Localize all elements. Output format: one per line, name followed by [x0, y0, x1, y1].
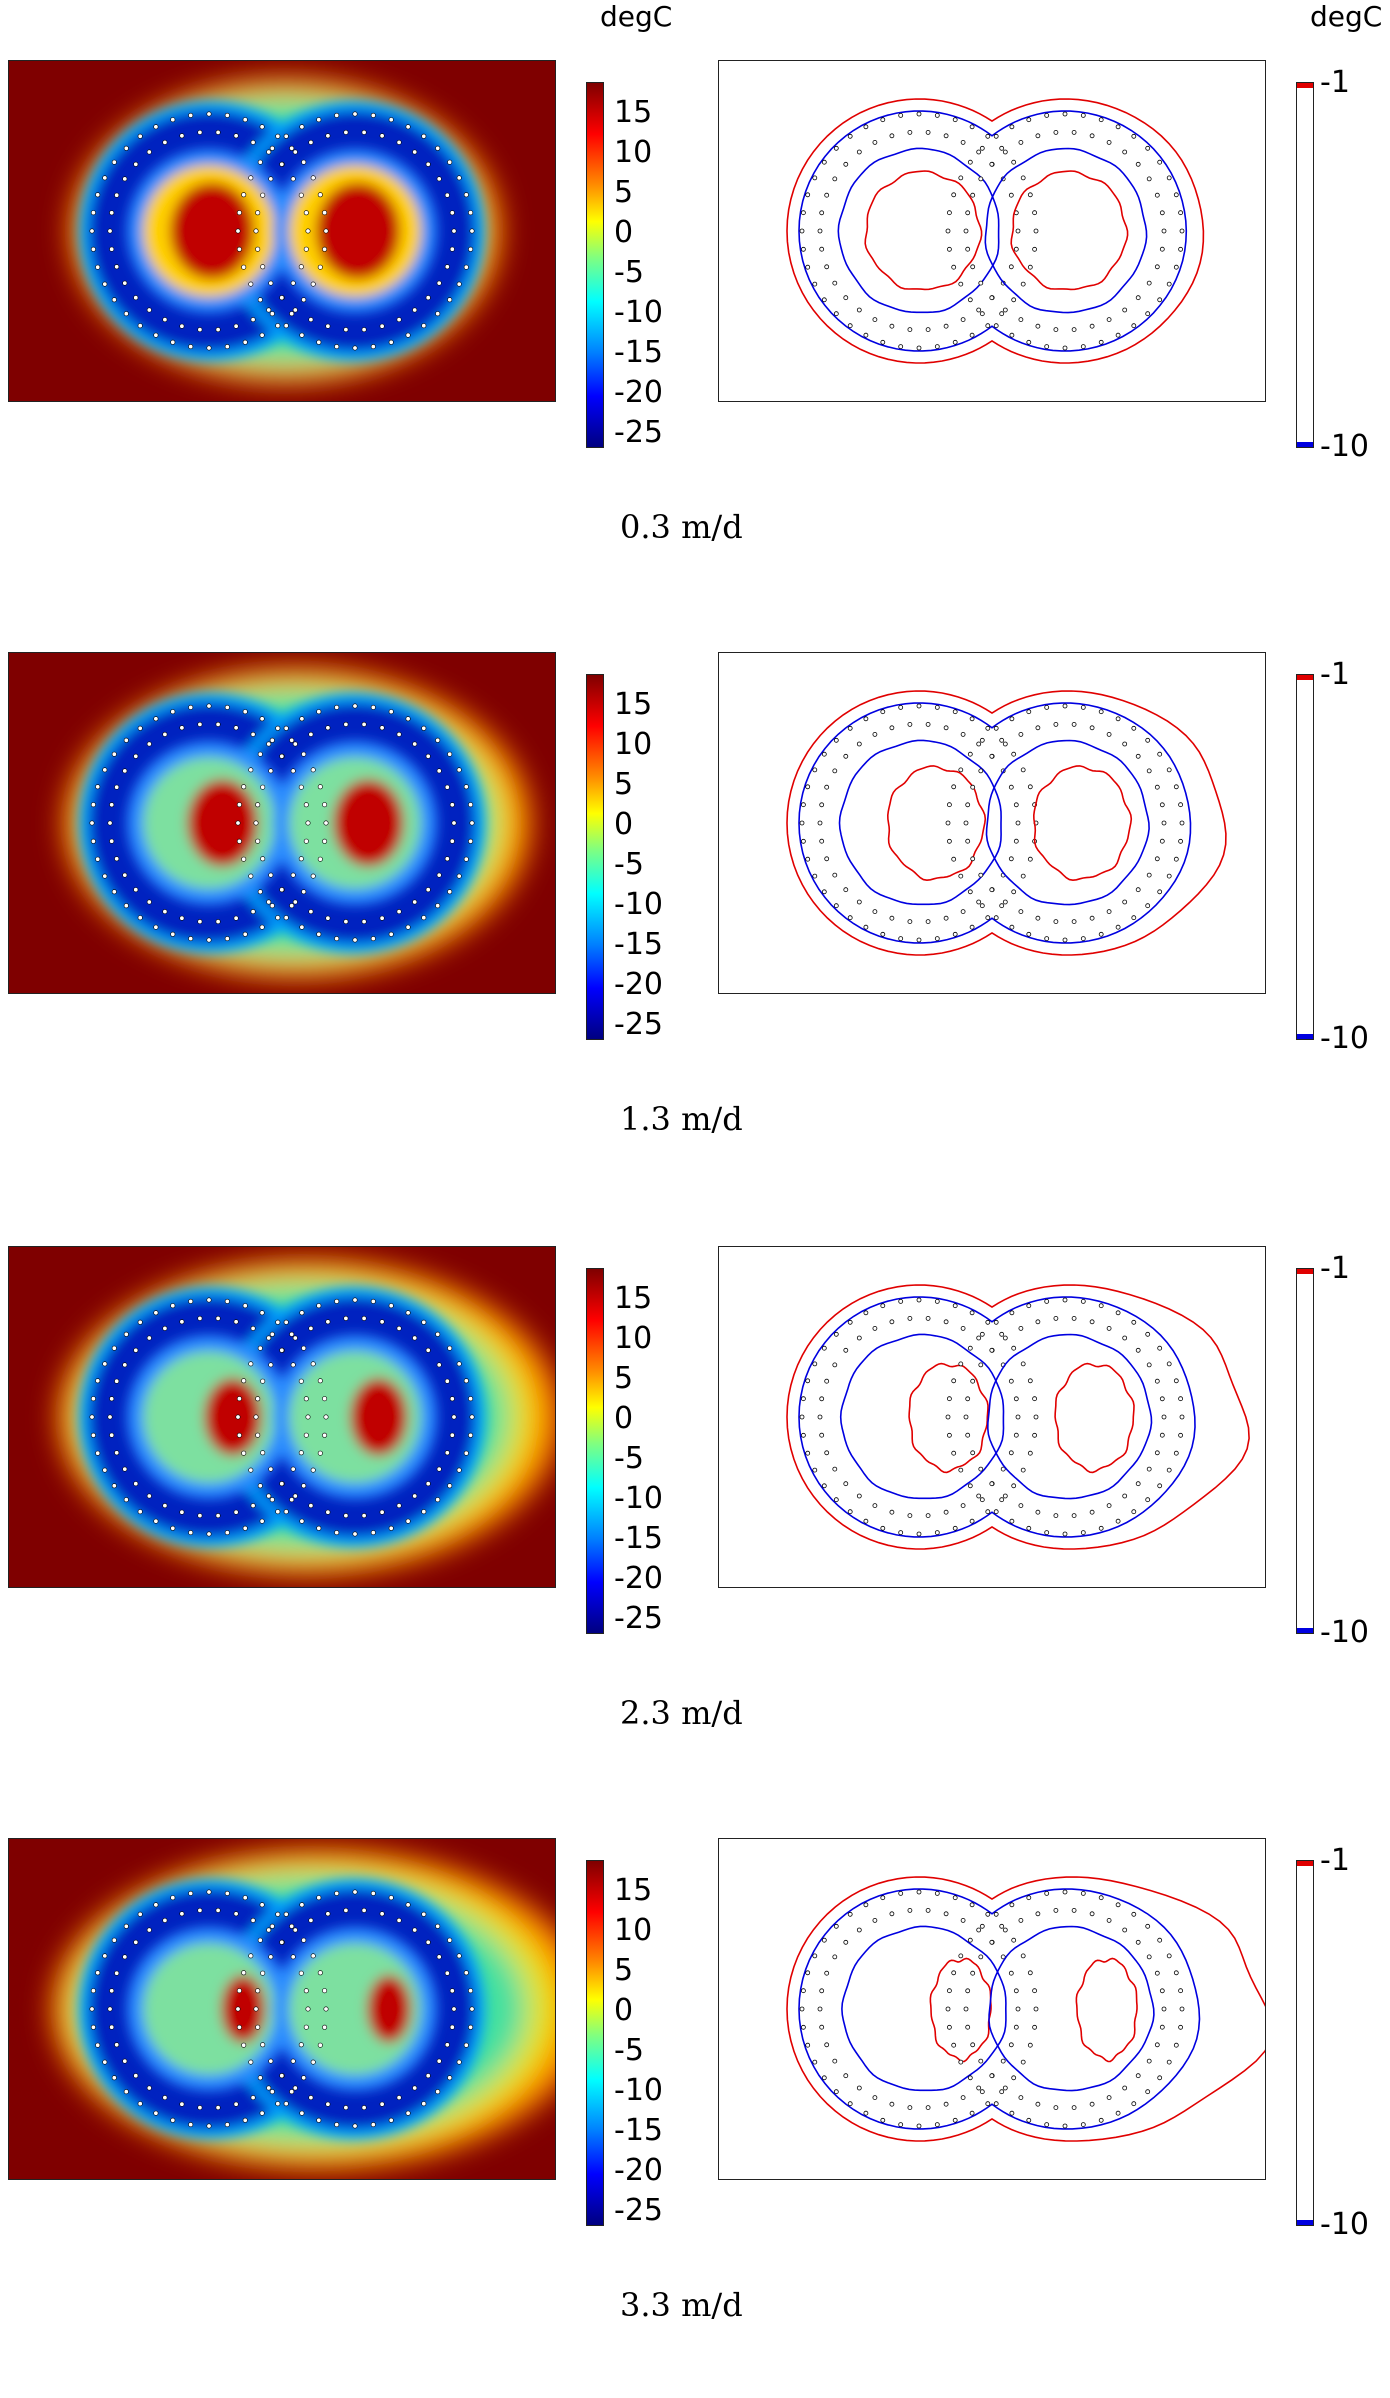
contour-tick-top: -1	[1320, 1251, 1350, 1286]
colorbar-tick-label: 0	[614, 1401, 634, 1436]
isotherm-contour-plot	[718, 60, 1266, 402]
isotherm-contour-plot	[718, 1246, 1266, 1588]
contour-legend-bar	[1296, 674, 1314, 1040]
contour-tick-bottom: -10	[1320, 1021, 1369, 1056]
isotherm-contour-plot	[718, 1838, 1266, 2180]
contour-tick-top: -1	[1320, 1843, 1350, 1878]
colorbar-tick-label: -15	[614, 2113, 663, 2148]
colorbar-tick-label: -20	[614, 967, 663, 1002]
colorbar-tick-label: 5	[614, 1953, 634, 1988]
panel-row: 15 10 5 0 -5 -10 -15 -20 -25 -1 -10 2.3 m/d	[0, 1246, 1390, 1806]
contour-tick-top: -1	[1320, 657, 1350, 692]
left-unit-label: degC	[600, 0, 673, 33]
colorbar-tick-label: -10	[614, 2073, 663, 2108]
contour-cold-swatch	[1297, 2220, 1313, 2225]
colorbar-tick-label: -5	[614, 847, 644, 882]
colorbar-tick-label: -10	[614, 887, 663, 922]
contour-legend-bar	[1296, 1860, 1314, 2226]
colorbar-tick-label: 5	[614, 767, 634, 802]
colorbar-tick-label: 0	[614, 215, 634, 250]
temperature-colorbar	[586, 674, 604, 1040]
isotherm-contour-plot	[718, 652, 1266, 994]
colorbar-tick-label: 0	[614, 1993, 634, 2028]
velocity-caption: 1.3 m/d	[620, 1100, 743, 1138]
colorbar-tick-label: 15	[614, 1873, 653, 1908]
colorbar-tick-label: -10	[614, 1481, 663, 1516]
colorbar-tick-label: -20	[614, 375, 663, 410]
right-unit-label: degC	[1310, 0, 1383, 33]
contour-warm-swatch	[1297, 83, 1313, 88]
colorbar-tick-label: -25	[614, 415, 663, 450]
colorbar-tick-label: -25	[614, 1007, 663, 1042]
velocity-caption: 0.3 m/d	[620, 508, 743, 546]
temperature-map	[8, 1246, 556, 1588]
colorbar-tick-label: 10	[614, 135, 653, 170]
colorbar-tick-label: -5	[614, 2033, 644, 2068]
colorbar-tick-label: -15	[614, 1521, 663, 1556]
colorbar-tick-label: -25	[614, 2193, 663, 2228]
colorbar-tick-label: -15	[614, 927, 663, 962]
colorbar-tick-label: -5	[614, 1441, 644, 1476]
panel-row: 15 10 5 0 -5 -10 -15 -20 -25 -1 -10 1.3 m/d	[0, 652, 1390, 1212]
colorbar-tick-label: 5	[614, 175, 634, 210]
colorbar-tick-label: -10	[614, 295, 663, 330]
contour-warm-swatch	[1297, 1269, 1313, 1274]
temperature-map	[8, 1838, 556, 2180]
colorbar-tick-label: 10	[614, 727, 653, 762]
contour-tick-bottom: -10	[1320, 1615, 1369, 1650]
panel-row: 15 10 5 0 -5 -10 -15 -20 -25 -1 -10 0.3 m/d	[0, 60, 1390, 620]
contour-tick-bottom: -10	[1320, 429, 1369, 464]
colorbar-tick-label: 10	[614, 1321, 653, 1356]
velocity-caption: 2.3 m/d	[620, 1694, 743, 1732]
colorbar-tick-label: -20	[614, 1561, 663, 1596]
colorbar-tick-label: 15	[614, 1281, 653, 1316]
panel-row: 15 10 5 0 -5 -10 -15 -20 -25 -1 -10 3.3 m/d	[0, 1838, 1390, 2398]
contour-legend-bar	[1296, 82, 1314, 448]
colorbar-tick-label: -15	[614, 335, 663, 370]
contour-warm-swatch	[1297, 1861, 1313, 1866]
contour-tick-top: -1	[1320, 65, 1350, 100]
contour-cold-swatch	[1297, 1628, 1313, 1633]
colorbar-tick-label: -5	[614, 255, 644, 290]
contour-tick-bottom: -10	[1320, 2207, 1369, 2242]
temperature-colorbar	[586, 1860, 604, 2226]
contour-warm-swatch	[1297, 675, 1313, 680]
colorbar-tick-label: -20	[614, 2153, 663, 2188]
colorbar-tick-label: 10	[614, 1913, 653, 1948]
colorbar-tick-label: -25	[614, 1601, 663, 1636]
contour-cold-swatch	[1297, 1034, 1313, 1039]
temperature-colorbar	[586, 82, 604, 448]
temperature-colorbar	[586, 1268, 604, 1634]
temperature-map	[8, 652, 556, 994]
colorbar-tick-label: 5	[614, 1361, 634, 1396]
contour-legend-bar	[1296, 1268, 1314, 1634]
temperature-map	[8, 60, 556, 402]
contour-cold-swatch	[1297, 442, 1313, 447]
colorbar-tick-label: 15	[614, 95, 653, 130]
colorbar-tick-label: 15	[614, 687, 653, 722]
colorbar-tick-label: 0	[614, 807, 634, 842]
velocity-caption: 3.3 m/d	[620, 2286, 743, 2324]
